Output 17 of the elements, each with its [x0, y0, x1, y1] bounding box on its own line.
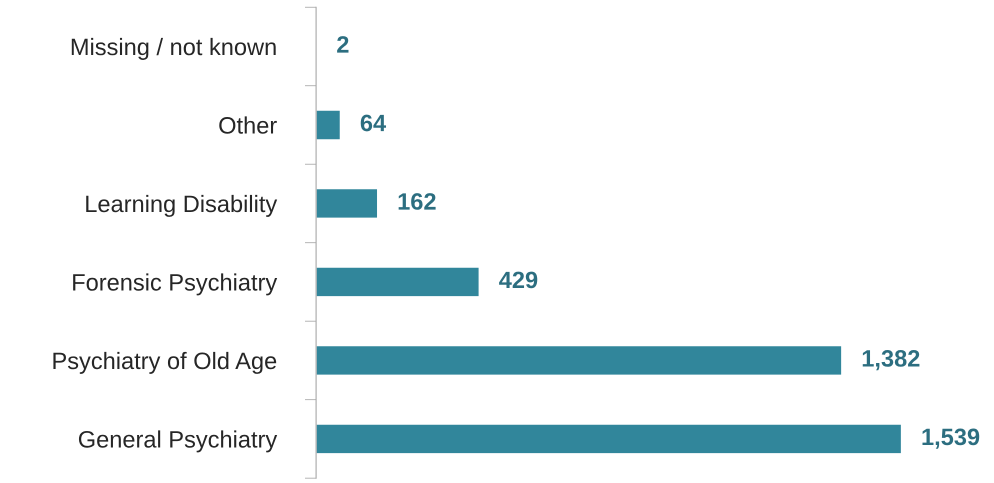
bar: [316, 344, 843, 376]
y-tick-label: Missing / not known: [72, 38, 276, 60]
y-tick-label: Learning Disability: [86, 194, 278, 217]
data-label: 1,539: [922, 428, 980, 449]
bar: [316, 266, 480, 298]
y-tick-label: Forensic Psychiatry: [73, 273, 278, 296]
bar: [316, 109, 342, 141]
data-label: 162: [398, 193, 436, 210]
bar: [316, 188, 378, 220]
data-label: 429: [499, 272, 538, 288]
data-label: 2: [337, 36, 348, 53]
bar: [316, 423, 902, 455]
y-tick-label: General Psychiatry: [78, 430, 278, 452]
data-label: 64: [360, 114, 386, 132]
y-tick-label: Other: [219, 116, 277, 134]
y-tick-label: Psychiatry of Old Age: [53, 352, 276, 374]
data-label: 1,382: [862, 350, 920, 370]
